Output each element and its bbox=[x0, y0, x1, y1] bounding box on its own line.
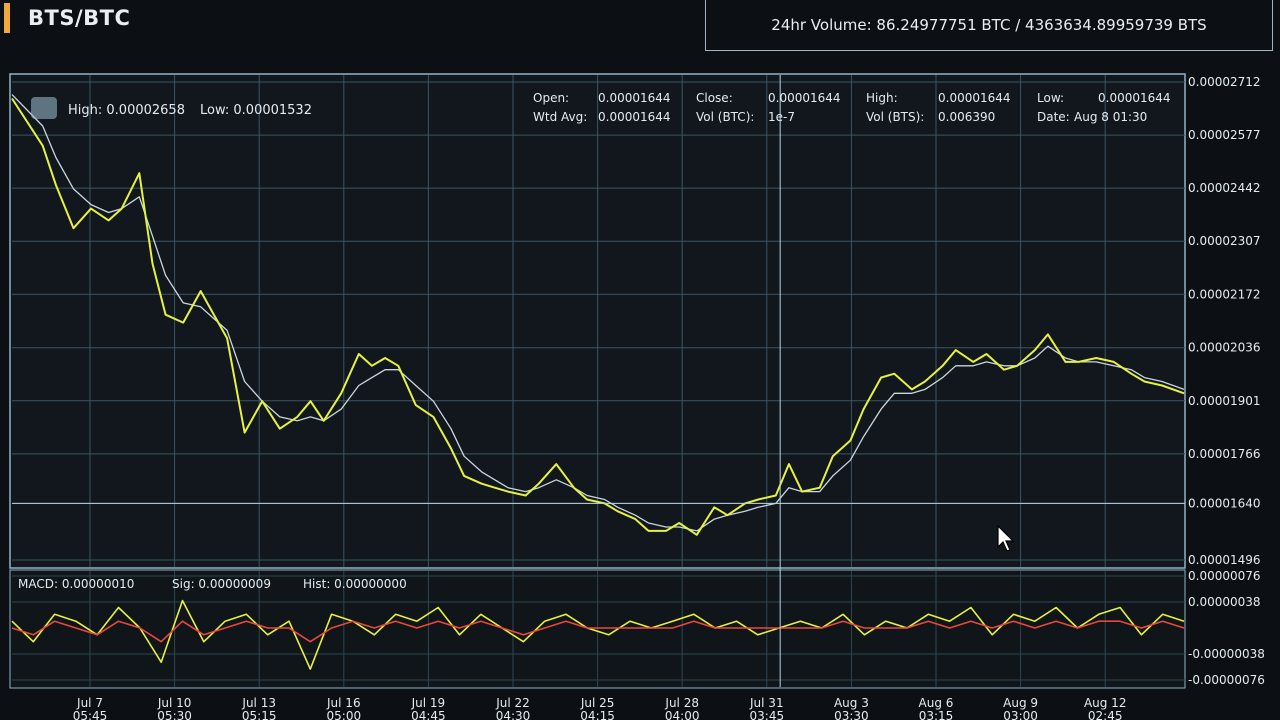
x-tick-time: 03:45 bbox=[750, 709, 785, 720]
x-tick-time: 03:00 bbox=[1003, 709, 1038, 720]
macd-y-tick-label: -0.00000076 bbox=[1188, 673, 1265, 687]
x-tick-date: Jul 7 bbox=[76, 696, 103, 710]
x-tick-date: Jul 25 bbox=[580, 696, 615, 710]
price-y-tick-label: 0.00001496 bbox=[1188, 553, 1261, 567]
x-tick-time: 04:30 bbox=[496, 709, 531, 720]
candle-info: Open: 0.00001644 Close: 0.00001644 High:… bbox=[533, 91, 1171, 124]
price-y-tick-label: 0.00002036 bbox=[1188, 341, 1261, 355]
mouse-cursor-icon bbox=[997, 525, 1015, 552]
volbtc-label: Vol (BTC): bbox=[696, 110, 754, 124]
chart-legend-icon[interactable] bbox=[31, 97, 57, 119]
wtd-value: 0.00001644 bbox=[598, 110, 671, 124]
x-tick-time: 04:45 bbox=[411, 709, 446, 720]
x-tick-date: Jul 31 bbox=[749, 696, 784, 710]
x-tick-time: 03:30 bbox=[834, 709, 869, 720]
x-tick-date: Aug 6 bbox=[919, 696, 954, 710]
price-y-tick-label: 0.00001766 bbox=[1188, 447, 1261, 461]
price-y-tick-label: 0.00002172 bbox=[1188, 287, 1261, 301]
low-label: Low: 0.00001532 bbox=[200, 103, 312, 118]
open-label: Open: bbox=[533, 91, 569, 105]
x-tick-date: Jul 13 bbox=[241, 696, 276, 710]
pair-name: BTS/BTC bbox=[28, 6, 131, 30]
x-tick-time: 05:30 bbox=[157, 709, 192, 720]
volume-box: 24hr Volume: 86.24977751 BTC / 4363634.8… bbox=[705, 0, 1273, 51]
macd-label: MACD: 0.00000010 bbox=[18, 577, 134, 591]
price-y-tick-label: 0.00001901 bbox=[1188, 394, 1261, 408]
macd-series-line bbox=[11, 620, 1185, 643]
high-label: High: 0.00002658 bbox=[68, 103, 185, 118]
date-value: Aug 8 01:30 bbox=[1074, 110, 1147, 124]
x-tick-date: Jul 22 bbox=[495, 696, 530, 710]
price-y-axis: 0.00002712 0.00002577 0.00002442 0.00002307… bbox=[1188, 75, 1261, 567]
macd-series-line bbox=[11, 599, 1185, 670]
macd-y-tick-label: 0.00000076 bbox=[1188, 569, 1261, 583]
price-y-tick-label: 0.00002442 bbox=[1188, 181, 1261, 195]
sig-label: Sig: 0.00000009 bbox=[172, 577, 271, 591]
x-tick-time: 04:15 bbox=[580, 709, 615, 720]
price-y-tick-label: 0.00002712 bbox=[1188, 75, 1261, 89]
title-accent-bar bbox=[4, 3, 10, 33]
close-label: Close: bbox=[696, 91, 733, 105]
x-tick-time: 05:45 bbox=[73, 709, 108, 720]
wtd-label: Wtd Avg: bbox=[533, 110, 587, 124]
x-tick-time: 03:15 bbox=[919, 709, 954, 720]
crosshair bbox=[12, 75, 1185, 687]
info-high-label: High: bbox=[866, 91, 898, 105]
close-value: 0.00001644 bbox=[768, 91, 841, 105]
open-value: 0.00001644 bbox=[598, 91, 671, 105]
x-tick-date: Jul 19 bbox=[411, 696, 446, 710]
info-low-value: 0.00001644 bbox=[1098, 91, 1171, 105]
info-high-value: 0.00001644 bbox=[938, 91, 1011, 105]
pair-title: BTS/BTC bbox=[0, 0, 130, 36]
volume-text: 24hr Volume: 86.24977751 BTC / 4363634.8… bbox=[771, 16, 1207, 34]
x-tick-date: Aug 12 bbox=[1084, 696, 1127, 710]
x-tick-date: Aug 3 bbox=[834, 696, 869, 710]
price-y-tick-label: 0.00002307 bbox=[1188, 234, 1261, 248]
macd-grid bbox=[12, 571, 1185, 687]
price-y-tick-label: 0.00002577 bbox=[1188, 128, 1261, 142]
macd-y-tick-label: 0.00000038 bbox=[1188, 595, 1261, 609]
volbtc-value: 1e-7 bbox=[768, 110, 795, 124]
info-low-label: Low: bbox=[1037, 91, 1064, 105]
macd-y-tick-label: -0.00000038 bbox=[1188, 647, 1265, 661]
x-tick-date: Aug 9 bbox=[1003, 696, 1038, 710]
x-tick-time: 04:00 bbox=[665, 709, 700, 720]
price-y-tick-label: 0.00001640 bbox=[1188, 496, 1261, 510]
x-tick-time: 05:00 bbox=[327, 709, 362, 720]
volbts-value: 0.006390 bbox=[938, 110, 995, 124]
volbts-label: Vol (BTS): bbox=[866, 110, 924, 124]
date-label: Date: bbox=[1037, 110, 1070, 124]
macd-y-axis: 0.00000076 0.00000038 -0.00000038 -0.000000… bbox=[1188, 569, 1265, 687]
hist-label: Hist: 0.00000000 bbox=[303, 577, 407, 591]
x-tick-date: Jul 28 bbox=[664, 696, 699, 710]
x-tick-date: Jul 10 bbox=[157, 696, 192, 710]
x-tick-date: Jul 16 bbox=[326, 696, 361, 710]
macd-series-group bbox=[11, 599, 1185, 670]
x-tick-time: 02:45 bbox=[1088, 709, 1123, 720]
x-tick-time: 05:15 bbox=[242, 709, 277, 720]
